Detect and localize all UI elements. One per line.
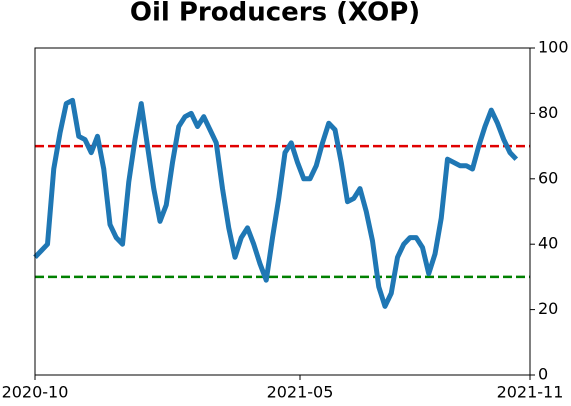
y-tick-label: 80 bbox=[538, 103, 558, 122]
y-tick-label: 40 bbox=[538, 234, 558, 253]
x-tick-label: 2021-11 bbox=[497, 383, 564, 402]
y-tick-label: 100 bbox=[538, 38, 569, 57]
y-tick-label: 0 bbox=[538, 365, 548, 384]
plot-frame bbox=[34, 47, 531, 376]
chart-title: Oil Producers (XOP) bbox=[130, 0, 420, 28]
data-line bbox=[33, 97, 519, 309]
x-tick-label: 2020-10 bbox=[2, 383, 69, 402]
y-tick-label: 20 bbox=[538, 299, 558, 318]
y-tick-label: 60 bbox=[538, 168, 558, 187]
x-tick-label: 2021-05 bbox=[267, 383, 334, 402]
